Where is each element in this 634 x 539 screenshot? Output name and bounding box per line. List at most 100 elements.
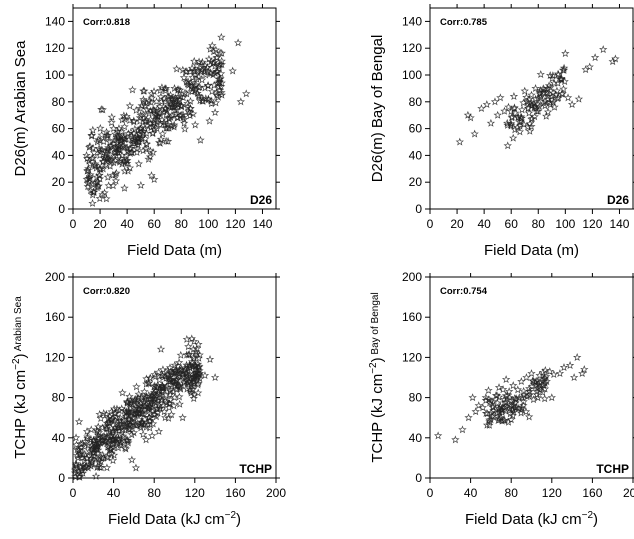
data-point [83,166,93,175]
data-point [523,122,532,131]
data-point [483,409,492,418]
data-point [531,94,540,103]
data-point [174,371,183,380]
data-point [180,373,189,382]
data-point [117,151,127,159]
data-point [565,361,575,369]
data-point [187,87,197,96]
x-tick-label: 0 [427,486,434,500]
x-tick-label: 120 [582,217,602,231]
data-point [95,164,104,173]
data-point [109,151,119,160]
data-point [197,75,207,84]
data-point [149,410,159,419]
data-points [455,45,620,150]
data-point [468,393,477,402]
data-point [114,423,123,432]
plot-frame [72,276,277,479]
data-point [92,172,101,181]
data-point [524,108,534,117]
y-tick-label: 80 [52,391,66,405]
x-tick-label: 100 [198,217,218,231]
data-point [455,137,464,146]
data-point [488,403,497,411]
data-point [148,147,158,156]
y-tick-label: 120 [45,41,65,55]
data-point [95,145,105,154]
data-point [541,372,551,381]
data-point [129,117,139,126]
data-point [150,175,159,184]
data-point [148,419,158,428]
data-point [131,463,141,472]
data-point [195,350,204,359]
data-point [194,92,204,100]
data-point [99,453,108,462]
data-point [72,460,81,469]
x-tick-label: 0 [70,217,77,231]
data-point [162,110,171,119]
data-point [93,177,102,186]
data-point [109,404,119,413]
data-point [150,388,159,397]
data-point [178,369,187,378]
data-point [102,153,112,162]
data-point [150,124,159,133]
data-point [144,108,154,117]
data-point [547,393,556,402]
data-point [175,399,184,408]
data-point [105,137,115,146]
data-point [99,137,108,146]
corner-label: D26 [607,193,629,207]
data-point [91,471,101,480]
data-point [608,57,617,66]
data-point [552,86,562,95]
x-tick-label: 20 [93,217,107,231]
data-point [590,53,600,62]
scatter-panel-2: 0 20 40 60 80 100 120 140 0 20 40 60 80 100 120 140 Corr… [369,4,634,259]
data-point [539,85,549,94]
data-point [501,391,511,400]
data-point [214,60,224,69]
data-point [540,374,549,383]
data-point [228,66,237,75]
data-point [89,153,98,162]
data-point [125,392,134,401]
y-tick-label: 60 [52,122,66,136]
data-point [509,133,518,142]
data-point [78,439,87,448]
data-point [142,139,151,148]
data-point [73,453,83,462]
y-axis-title: D26(m) Bay of Bengal [369,35,386,183]
x-axis-title: Field Data (m) [127,242,222,259]
data-point [107,112,116,121]
data-point [140,387,149,396]
data-point [163,370,172,379]
data-point [520,86,529,95]
data-point [495,415,504,424]
data-point [542,377,551,386]
data-point [143,121,152,130]
data-point [163,120,172,129]
data-point [236,97,245,106]
data-point [183,102,192,111]
data-point [149,87,159,96]
data-point [145,152,155,161]
data-point [490,97,500,106]
data-point [503,141,512,150]
data-point [75,445,84,454]
data-point [132,382,141,391]
data-point [94,181,103,190]
data-point [191,85,200,93]
data-point [125,163,135,172]
data-point [190,56,199,65]
data-point [534,106,543,115]
data-point [585,62,594,71]
data-point [189,337,199,346]
data-point [85,142,94,151]
data-point [165,375,174,384]
data-point [179,73,189,82]
data-point [93,433,103,442]
x-tick-label: 140 [609,217,629,231]
data-point [210,108,220,117]
